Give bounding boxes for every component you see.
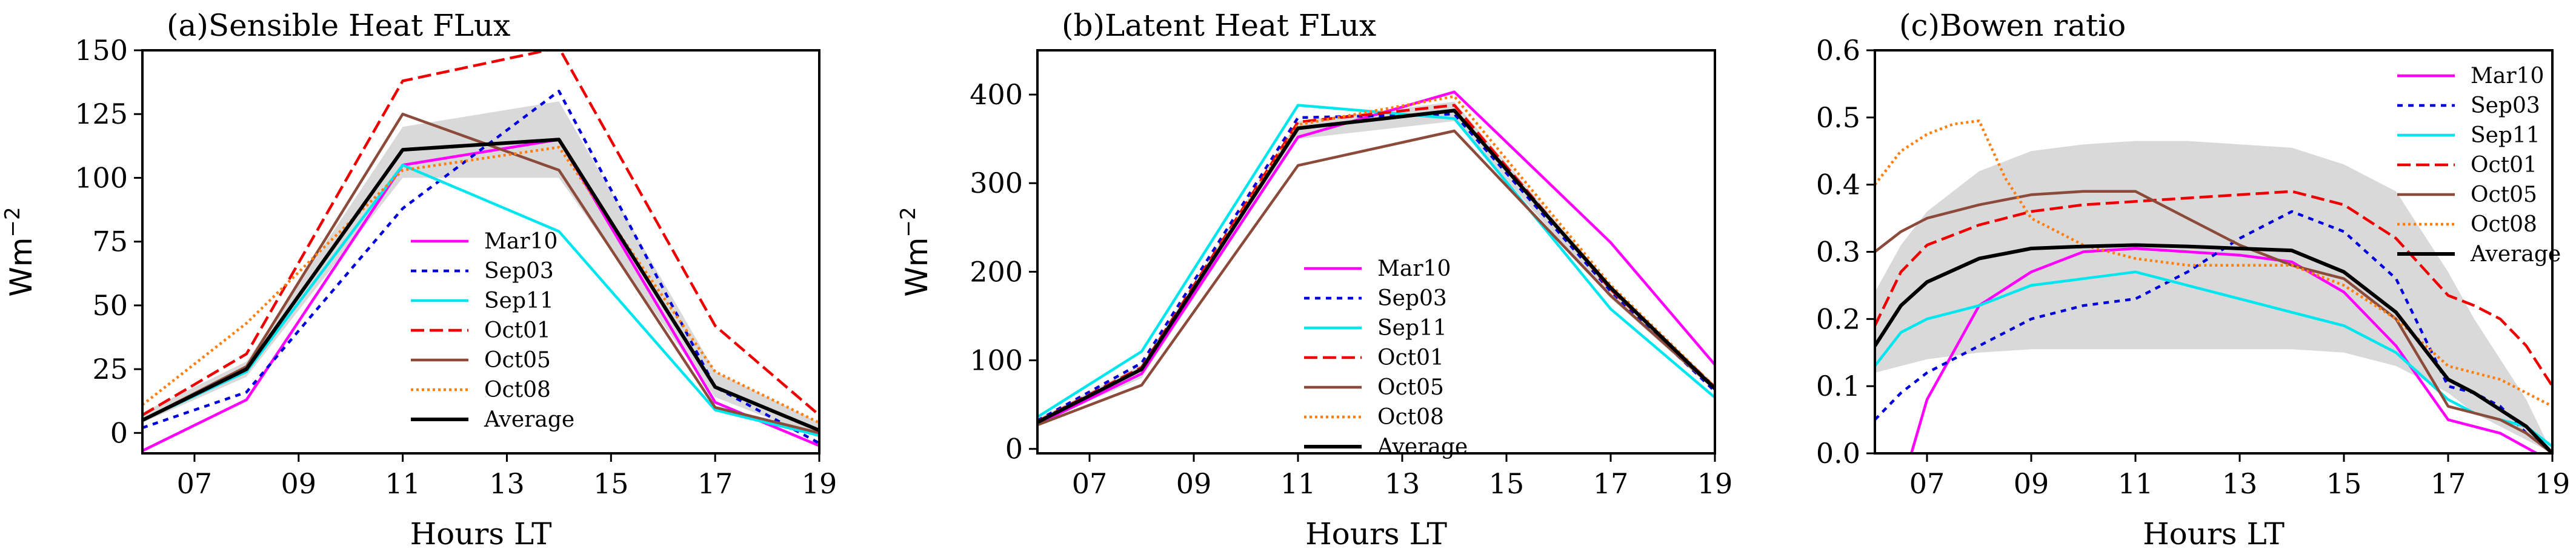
series-line-mar10: [1037, 90, 1715, 425]
legend: Mar10 Sep03 Sep11 Oct01 Oct05 Oct08 Average: [411, 229, 574, 432]
panel-a: 07 09 11 13 15 17 19 0 25 50 75 100 125 150 (a)Sensibl…: [1, 8, 837, 552]
legend-label-oct08: Oct08: [484, 378, 551, 402]
series-line-mar10: [142, 138, 819, 452]
x-tick-label: 19: [802, 467, 837, 500]
y-tick-label: 400: [970, 78, 1023, 111]
y-tick-label: 0.0: [1816, 437, 1860, 470]
x-tick-label: 07: [1909, 467, 1945, 500]
x-tick-label: 17: [1593, 467, 1629, 500]
panel-b: 07 09 11 13 15 17 19 0 100 200 300 400 (b)Latent Hea…: [896, 8, 1732, 552]
x-tick-label: 15: [2326, 467, 2362, 500]
legend-label-sep03: Sep03: [2471, 93, 2540, 118]
series-line-oct05: [1875, 190, 2552, 453]
legend-label-oct05: Oct05: [484, 348, 551, 373]
y-tick-label: 0.4: [1816, 168, 1860, 201]
x-axis-label: Hours LT: [2143, 516, 2285, 552]
x-tick-label: 19: [1697, 467, 1733, 500]
x-tick-label: 09: [1176, 467, 1212, 500]
legend-label-sep11: Sep11: [484, 288, 554, 313]
series-line-average: [142, 138, 819, 432]
legend-label-oct01: Oct01: [2471, 153, 2537, 178]
legend-label-sep03: Sep03: [484, 259, 554, 284]
legend: Mar10 Sep03 Sep11 Oct01 Oct05 Oct08 Average: [1304, 256, 1468, 459]
y-tick-label: 200: [970, 255, 1023, 288]
series-line-average: [1037, 108, 1715, 424]
legend-label-oct08: Oct08: [2471, 212, 2537, 237]
axes-frame: [141, 49, 820, 455]
panel-c: 07 09 11 13 15 17 19 0.0 0.1 0.2 0.3 0.4 0.5 0.6 (c)Bo…: [1816, 8, 2570, 552]
legend-label-oct05: Oct05: [1377, 375, 1444, 400]
chart-title: (a)Sensible Heat FLux: [167, 8, 510, 43]
y-tick-label: 0.6: [1816, 34, 1860, 67]
legend-label-mar10: Mar10: [484, 229, 557, 254]
y-tick-label: 0.1: [1816, 370, 1860, 402]
legend-label-oct05: Oct05: [2471, 182, 2537, 207]
series-line-sep11: [142, 164, 819, 437]
y-tick-label: 100: [75, 161, 128, 194]
series-line-oct05: [142, 112, 819, 435]
x-tick-label: 09: [281, 467, 316, 500]
legend-label-mar10: Mar10: [2471, 64, 2544, 88]
legend-label-average: Average: [2470, 242, 2561, 267]
x-tick-label: 11: [385, 467, 421, 500]
legend-label-oct01: Oct01: [1377, 345, 1444, 370]
legend-label-oct08: Oct08: [1377, 405, 1444, 430]
series-line-mar10: [1910, 247, 2538, 453]
series-line-sep03: [142, 90, 819, 445]
y-tick-label: 0.3: [1816, 236, 1860, 268]
y-tick-label: 0: [110, 416, 128, 449]
x-tick-label: 13: [1385, 467, 1420, 500]
series-line-oct01: [1875, 190, 2552, 387]
y-tick-label: 25: [92, 353, 128, 385]
x-axis-label: Hours LT: [1305, 516, 1447, 552]
plot-area: [142, 50, 819, 452]
series-line-oct08: [142, 145, 819, 424]
x-tick-label: 13: [489, 467, 525, 500]
legend-label-sep11: Sep11: [1377, 316, 1447, 341]
x-tick-label: 19: [2535, 467, 2571, 500]
legend-label-average: Average: [1377, 435, 1468, 459]
y-tick-label: 100: [970, 344, 1023, 377]
x-tick-label: 17: [2431, 467, 2466, 500]
chart-title: (c)Bowen ratio: [1899, 8, 2126, 43]
x-tick-label: 15: [1489, 467, 1525, 500]
y-tick-label: 300: [970, 167, 1023, 199]
x-tick-label: 15: [593, 467, 629, 500]
legend-label-oct01: Oct01: [484, 318, 551, 343]
x-tick-label: 13: [2222, 467, 2258, 500]
legend-label-average: Average: [484, 407, 574, 432]
series-line-oct05: [1037, 129, 1715, 427]
x-axis-label: Hours LT: [410, 516, 552, 552]
y-axis-label: Wm−2: [1, 207, 39, 296]
series-line-oct01: [142, 50, 819, 416]
x-tick-label: 09: [2014, 467, 2049, 500]
y-axis-label: Wm−2: [896, 207, 934, 296]
y-tick-label: 150: [75, 34, 128, 67]
legend: Mar10 Sep03 Sep11 Oct01 Oct05 Oct08 Average: [2397, 64, 2561, 267]
plot-area: [1875, 119, 2552, 453]
spread-band: [142, 101, 819, 438]
x-tick-label: 11: [1280, 467, 1316, 500]
legend-label-sep11: Sep11: [2471, 123, 2540, 148]
chart-title: (b)Latent Heat FLux: [1062, 8, 1376, 43]
series-line-sep03: [1037, 112, 1715, 422]
y-tick-label: 0.5: [1816, 101, 1860, 134]
x-tick-label: 07: [1072, 467, 1108, 500]
y-tick-label: 0.2: [1816, 302, 1860, 335]
series-line-average: [1875, 243, 2552, 453]
x-tick-label: 17: [697, 467, 733, 500]
axes-frame: [1036, 49, 1716, 455]
x-tick-label: 07: [177, 467, 213, 500]
y-tick-label: 125: [75, 98, 128, 130]
legend-label-sep03: Sep03: [1377, 286, 1447, 311]
y-tick-label: 0: [1005, 433, 1023, 465]
spread-band: [1875, 141, 2552, 453]
plot-area: [1037, 90, 1715, 427]
legend-label-mar10: Mar10: [1377, 256, 1451, 281]
y-tick-label: 75: [92, 225, 128, 258]
x-tick-label: 11: [2118, 467, 2154, 500]
y-tick-label: 50: [92, 289, 128, 322]
